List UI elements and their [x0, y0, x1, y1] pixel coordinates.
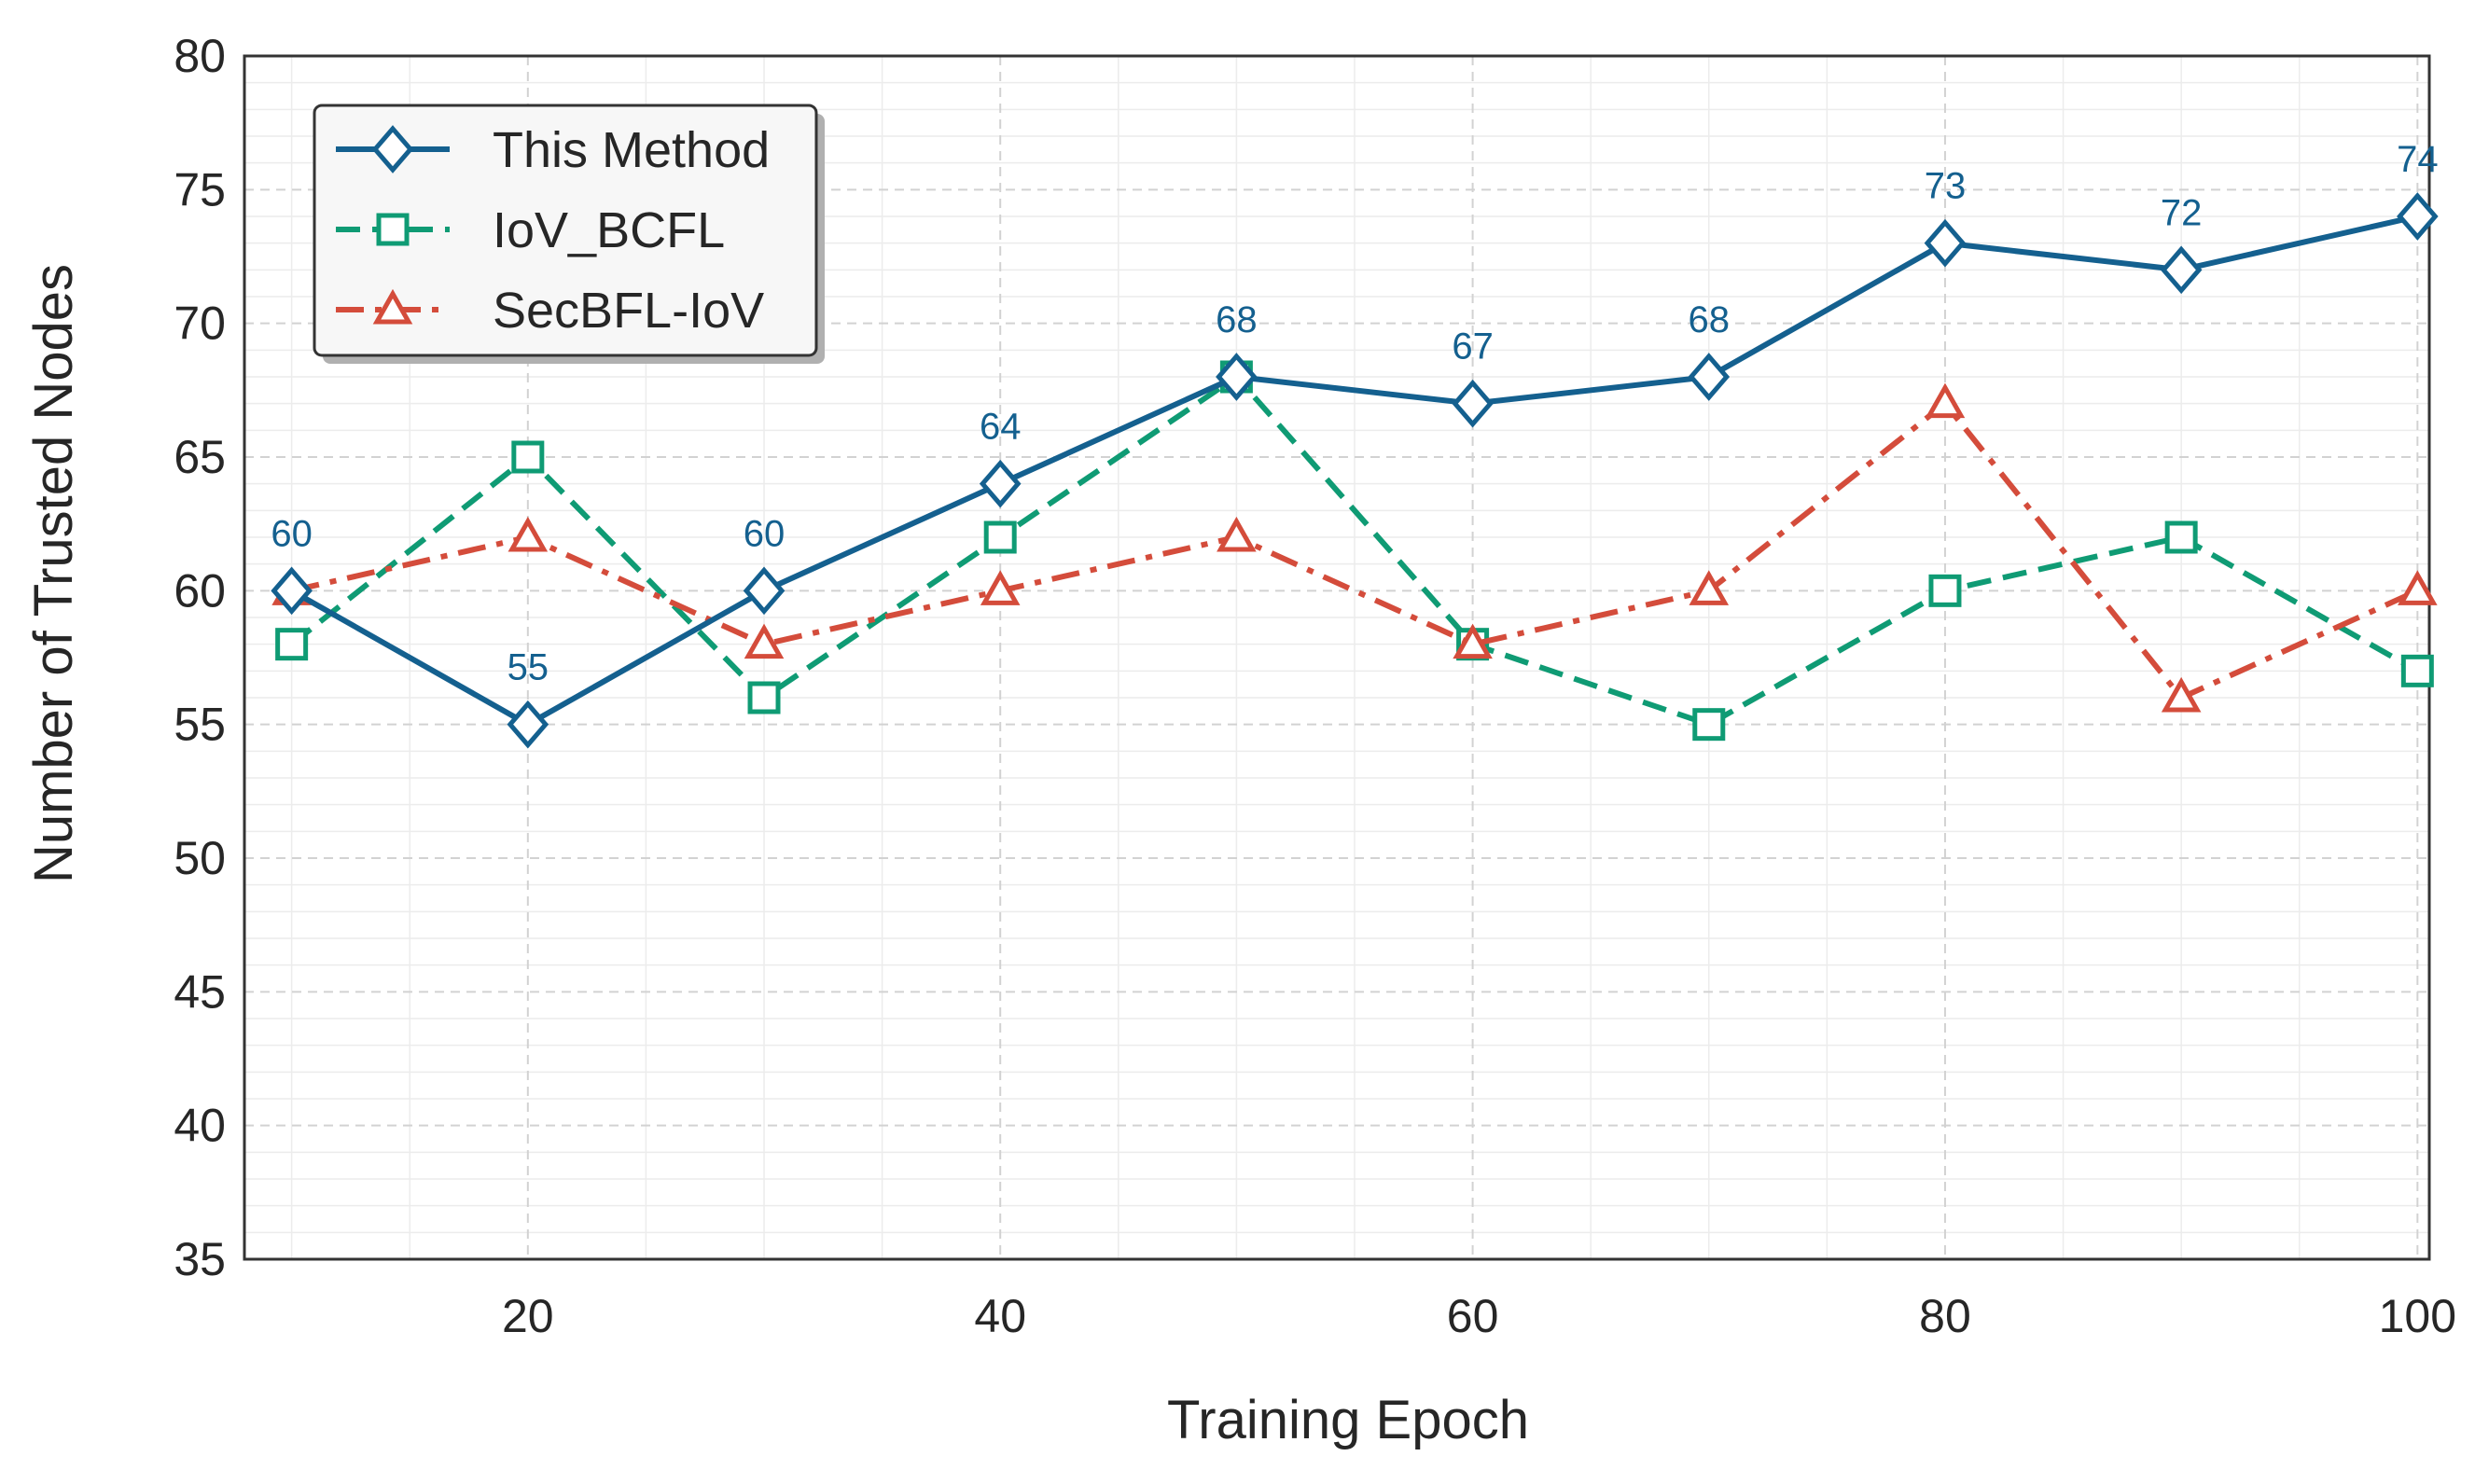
- y-tick-label: 65: [174, 431, 226, 483]
- legend-marker: [371, 125, 414, 173]
- series-line: [289, 374, 2419, 728]
- data-point-marker: [743, 566, 786, 616]
- data-label: 55: [508, 647, 549, 688]
- data-point-marker: [744, 623, 785, 659]
- y-tick-label: 80: [174, 30, 226, 82]
- x-tick-label: 60: [1447, 1290, 1499, 1342]
- legend: This Method IoV_BCFL SecBFL-IoV: [313, 104, 825, 364]
- legend-entry: This Method: [336, 122, 770, 178]
- series-line: [290, 400, 2419, 700]
- data-label: 72: [2161, 192, 2203, 233]
- y-tick-label: 70: [174, 298, 226, 350]
- x-tick-label: 40: [974, 1290, 1026, 1342]
- x-tick-label: 100: [2379, 1290, 2456, 1342]
- data-label: 60: [271, 513, 313, 554]
- data-point-marker: [507, 700, 549, 749]
- data-point-marker: [275, 628, 309, 661]
- legend-entry: SecBFL-IoV: [336, 283, 764, 339]
- data-point-marker: [1689, 570, 1730, 605]
- series-this-method: [271, 192, 2439, 749]
- data-point-marker: [983, 520, 1017, 554]
- data-point-marker: [1217, 516, 1257, 552]
- legend-label: SecBFL-IoV: [493, 283, 764, 339]
- data-label: 73: [1925, 166, 1967, 207]
- data-point-marker: [2160, 245, 2203, 295]
- data-point-marker: [2161, 676, 2202, 713]
- x-axis-title: Training Epoch: [1167, 1390, 1529, 1450]
- data-point-marker: [2397, 192, 2439, 241]
- series-secbfl-iov: [271, 382, 2438, 713]
- x-tick-label: 20: [502, 1290, 554, 1342]
- data-point-marker: [980, 570, 1021, 605]
- data-point-marker: [1452, 379, 1494, 428]
- data-label: 60: [744, 513, 786, 554]
- y-tick-label: 40: [174, 1100, 226, 1152]
- y-tick-label: 35: [174, 1233, 226, 1285]
- legend-entry: IoV_BCFL: [336, 202, 725, 258]
- data-point-marker: [1453, 623, 1493, 659]
- data-point-marker: [1924, 218, 1967, 268]
- y-axis-title: Number of Trusted Nodes: [23, 264, 84, 883]
- data-label: 64: [980, 407, 1022, 448]
- legend-box: [313, 104, 818, 357]
- data-point-marker: [979, 459, 1022, 508]
- data-point-marker: [271, 566, 313, 616]
- data-label: 68: [1216, 299, 1258, 340]
- legend-marker: [372, 288, 413, 325]
- y-tick-label: 75: [174, 163, 226, 215]
- series-line: [290, 214, 2419, 728]
- data-point-marker: [1925, 382, 1966, 419]
- legend-label: IoV_BCFL: [493, 202, 725, 258]
- data-point-marker: [2400, 654, 2434, 687]
- data-point-marker: [1688, 353, 1731, 401]
- data-point-marker: [1216, 353, 1258, 401]
- data-point-marker: [511, 440, 545, 474]
- y-tick-label: 60: [174, 564, 226, 617]
- data-point-marker: [1692, 708, 1726, 742]
- y-tick-label: 55: [174, 699, 226, 751]
- data-label: 68: [1689, 299, 1731, 340]
- data-point-marker: [508, 516, 549, 552]
- data-point-marker: [2398, 570, 2438, 605]
- y-tick-label: 50: [174, 832, 226, 884]
- y-tick-label: 45: [174, 965, 226, 1018]
- x-tick-label: 80: [1919, 1290, 1971, 1342]
- series-lines: [271, 192, 2439, 749]
- data-point-marker: [2164, 520, 2198, 554]
- axis-ticks: 35 40 45 50 55 60 65 70 75 80 20 40 60 80 100: [174, 30, 2456, 1342]
- legend-label: This Method: [493, 122, 770, 178]
- data-point-marker: [747, 681, 781, 714]
- grid: [244, 55, 2429, 1260]
- data-label: 74: [2397, 139, 2439, 180]
- data-label: 67: [1452, 326, 1494, 368]
- data-point-marker: [1928, 574, 1962, 607]
- data-labels: 60 55 60 64 68 67 68 73 72 74: [271, 139, 2438, 688]
- legend-marker: [376, 213, 410, 246]
